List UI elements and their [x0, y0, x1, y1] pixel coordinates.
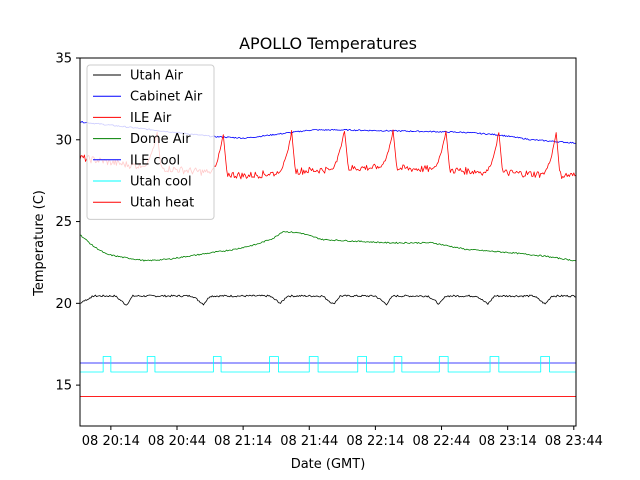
x-tick-label: 08 23:14	[479, 434, 537, 449]
legend: Utah Air Cabinet Air ILE Air Dome Air ILE co…	[86, 64, 215, 220]
chart-title: APOLLO Temperatures	[239, 34, 417, 53]
x-tick-label: 08 21:44	[280, 434, 338, 449]
y-tick-label: 35	[55, 52, 72, 67]
legend-label-ile-air: ILE Air	[130, 111, 172, 126]
y-tick-label: 25	[55, 215, 72, 230]
legend-label-cabinet-air: Cabinet Air	[130, 90, 203, 105]
legend-label-utah-air: Utah Air	[130, 69, 183, 84]
y-tick-label: 15	[55, 379, 72, 394]
x-tick-label: 08 22:44	[412, 434, 470, 449]
y-axis-label: Temperature (C)	[32, 190, 47, 297]
y-tick-label: 30	[55, 133, 72, 148]
legend-label-utah-cool: Utah cool	[130, 175, 192, 190]
y-tick-label: 20	[55, 297, 72, 312]
x-tick-label: 08 23:44	[545, 434, 603, 449]
plot-frame	[79, 57, 577, 427]
x-tick-label: 08 20:44	[148, 434, 206, 449]
legend-label-utah-heat: Utah heat	[130, 196, 194, 211]
legend-label-dome-air: Dome Air	[130, 132, 191, 147]
series-line-dome-air	[80, 231, 576, 262]
series-line-utah-cool	[80, 356, 576, 373]
legend-label-ile-cool: ILE cool	[130, 153, 180, 168]
x-tick-label: 08 20:14	[82, 434, 140, 449]
x-axis-label: Date (GMT)	[291, 457, 366, 472]
series-line-utah-air	[80, 294, 576, 306]
series-group	[80, 120, 576, 397]
x-tick-label: 08 22:14	[346, 434, 404, 449]
x-tick-label: 08 21:14	[214, 434, 272, 449]
plot-area: 15 20 25 30 35 08 20:14 08 20:44 08 21:14 08 21:…	[55, 52, 602, 450]
